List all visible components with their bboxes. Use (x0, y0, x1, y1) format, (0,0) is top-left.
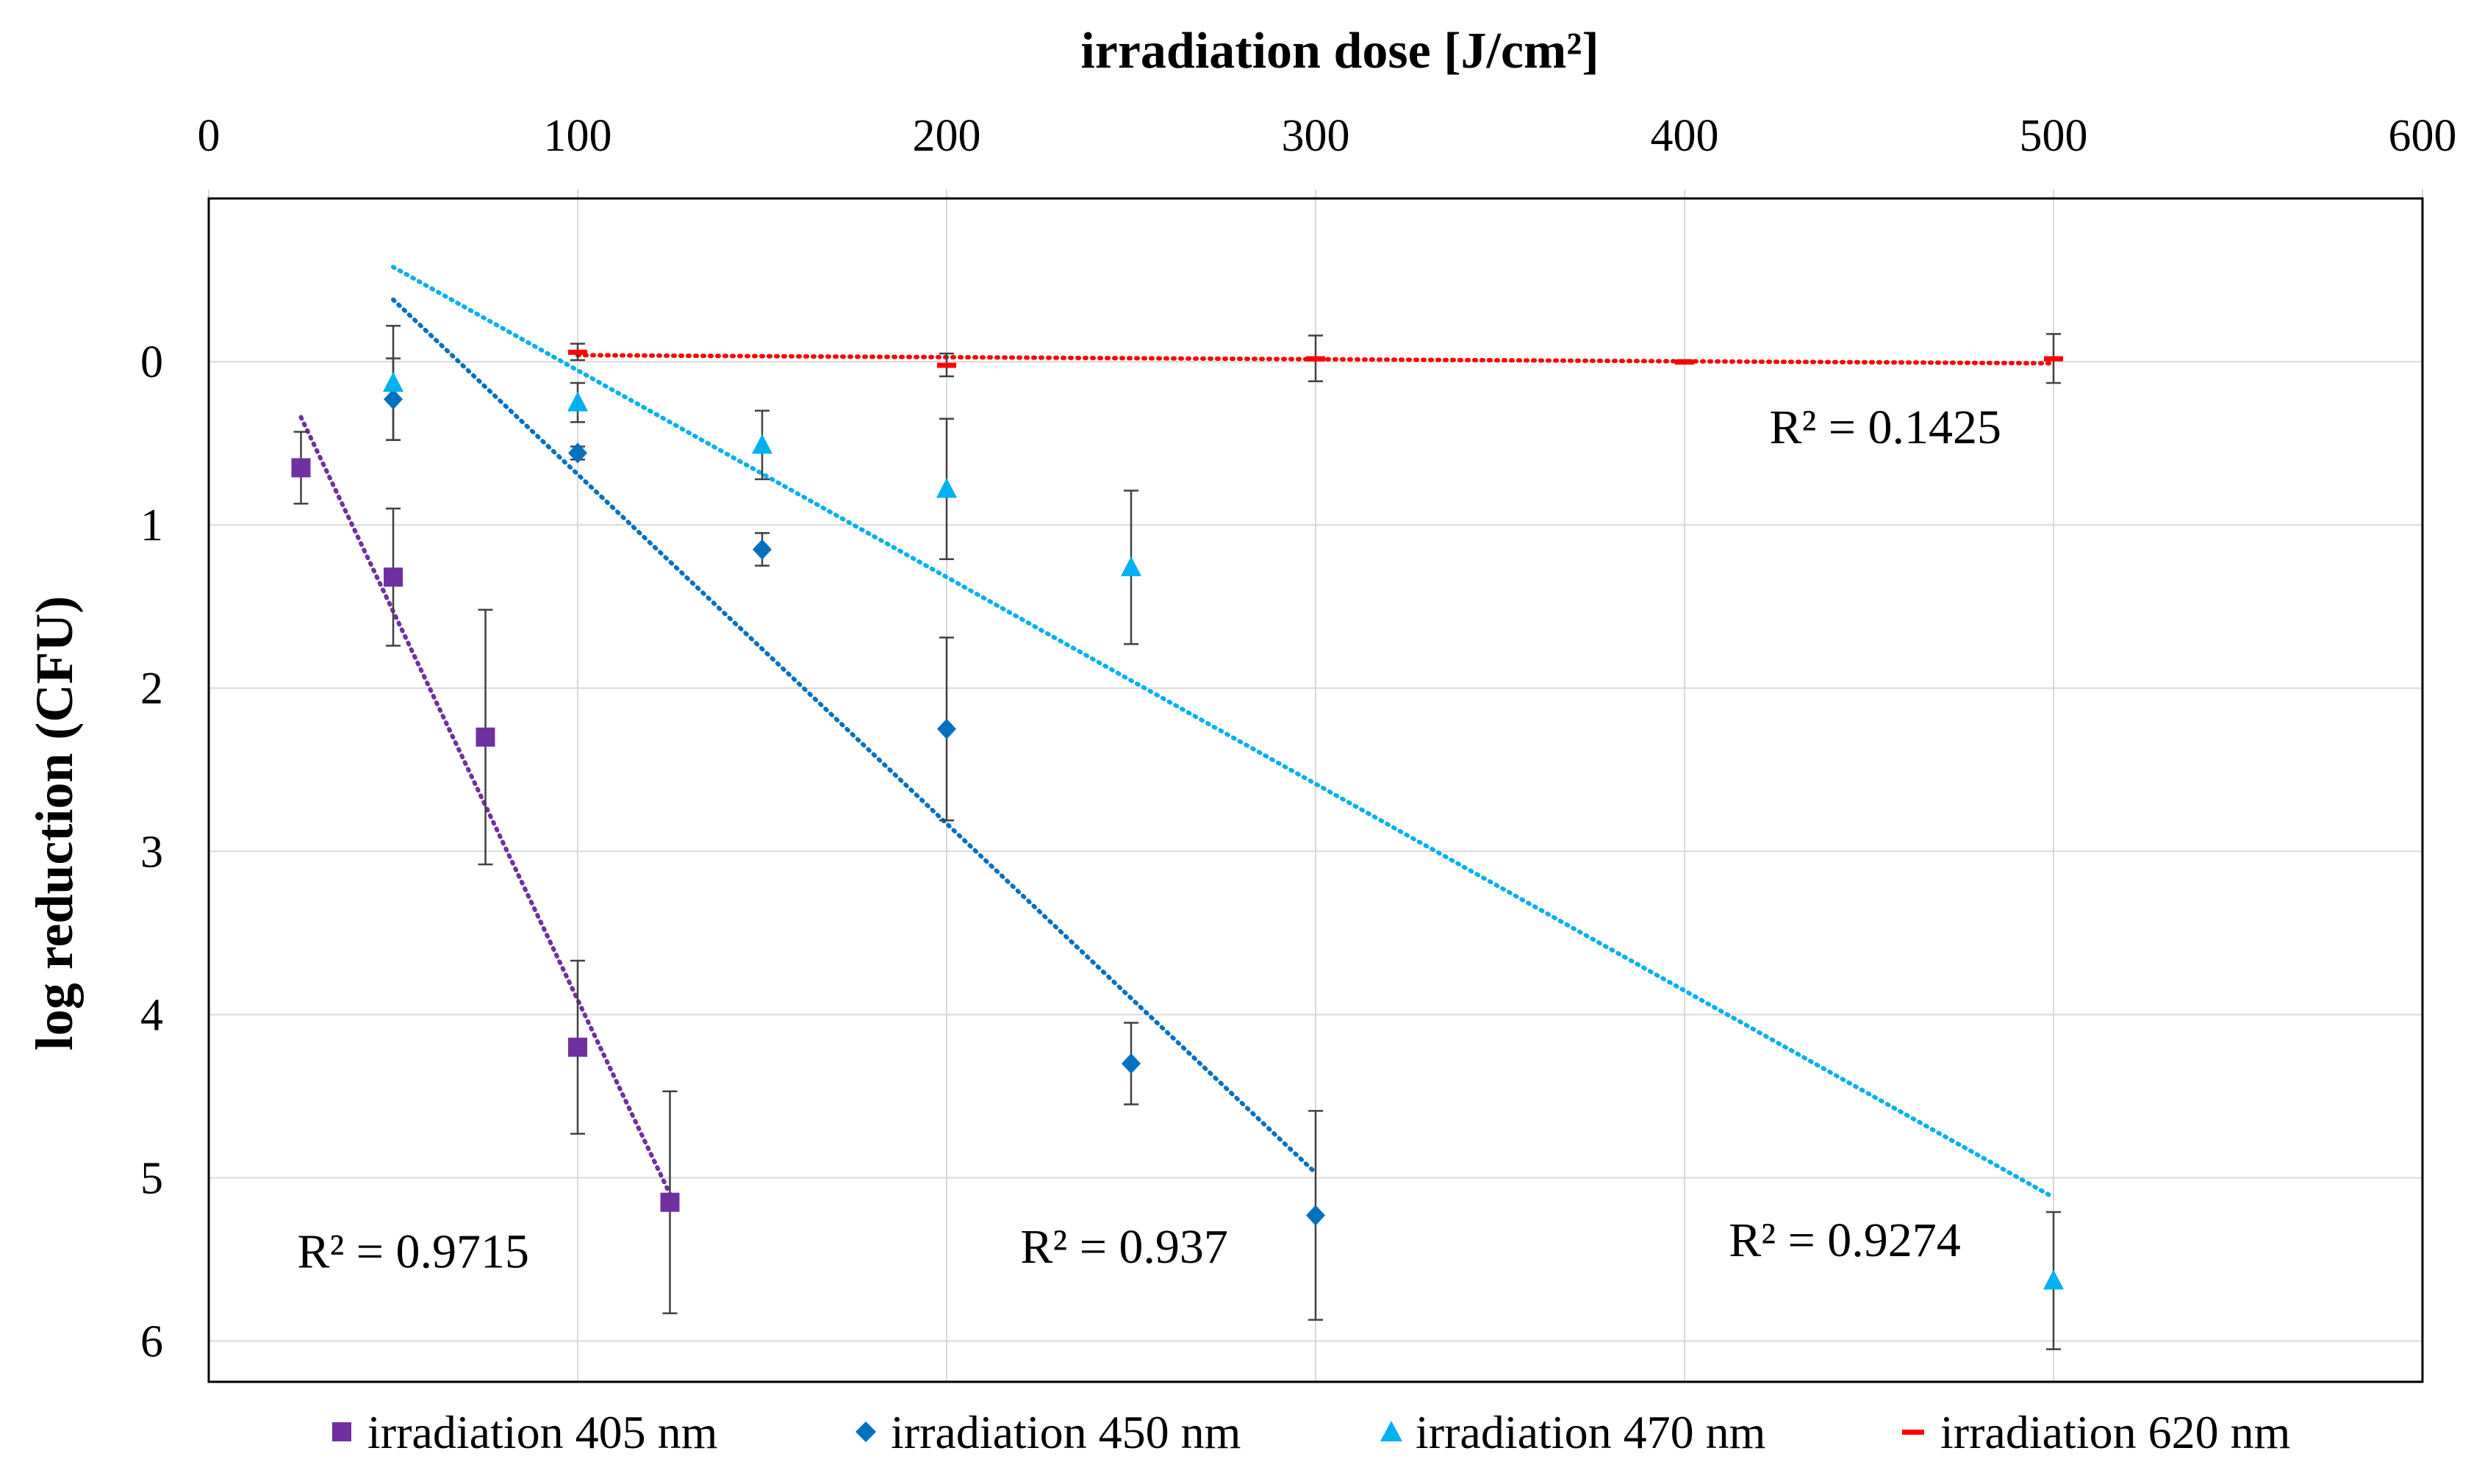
data-point-irradiation-470-nm (567, 391, 588, 412)
data-point-irradiation-620-nm (2044, 356, 2063, 362)
legend-450-marker (856, 1422, 876, 1442)
x-tick-label: 200 (913, 111, 981, 161)
data-point-irradiation-405-nm (660, 1192, 680, 1212)
x-axis-title: irradiation dose [J/cm²] (1080, 23, 1599, 79)
y-tick-label: 0 (140, 337, 163, 387)
legend: irradiation 405 nm irradiation 450 nm ir… (332, 1406, 2290, 1458)
y-tick-label: 6 (140, 1316, 163, 1366)
data-point-irradiation-450-nm (753, 539, 772, 560)
trendline-irradiation-450-nm (391, 297, 1318, 1175)
data-point-irradiation-470-nm (752, 434, 772, 454)
plot-frame (207, 197, 2424, 1383)
data-point-irradiation-620-nm (1306, 356, 1325, 362)
legend-470-marker (1380, 1421, 1402, 1441)
y-tick-label: 3 (140, 827, 163, 877)
legend-620-marker (1902, 1430, 1924, 1435)
data-point-irradiation-450-nm (1122, 1053, 1141, 1074)
data-point-irradiation-405-nm (384, 567, 403, 587)
x-tick-label: 400 (1651, 111, 1719, 161)
r2-label-irradiation-470-nm: R² = 0.9274 (1729, 1214, 1961, 1267)
y-tick-label: 2 (140, 664, 163, 714)
x-tick-label: 600 (2389, 111, 2457, 161)
data-markers (291, 349, 2064, 1290)
y-tick-label: 4 (140, 990, 163, 1040)
data-point-irradiation-450-nm (937, 718, 956, 739)
data-point-irradiation-470-nm (2043, 1269, 2064, 1290)
data-point-irradiation-450-nm (384, 389, 403, 410)
data-point-irradiation-450-nm (1306, 1205, 1325, 1226)
x-tick-label: 0 (198, 111, 220, 161)
data-point-irradiation-450-nm (568, 442, 587, 464)
r2-label-irradiation-450-nm: R² = 0.937 (1020, 1220, 1228, 1274)
y-tick-label: 1 (140, 501, 163, 551)
data-point-irradiation-405-nm (568, 1037, 587, 1057)
r2-labels: R² = 0.9715 R² = 0.937 R² = 0.9274 R² = 0.1… (297, 401, 2001, 1278)
data-point-irradiation-620-nm (568, 349, 587, 355)
legend-620-label: irradiation 620 nm (1940, 1406, 2290, 1458)
legend-405-marker (332, 1422, 351, 1441)
y-tick-labels: 0 1 2 3 4 5 6 (140, 337, 163, 1366)
data-point-irradiation-620-nm (1675, 359, 1694, 365)
data-point-irradiation-470-nm (1121, 556, 1141, 576)
data-point-irradiation-620-nm (937, 362, 956, 368)
data-point-irradiation-405-nm (291, 458, 311, 478)
x-tick-labels: 0 100 200 300 400 500 600 (198, 111, 2457, 161)
x-tick-label: 500 (2020, 111, 2088, 161)
y-axis-title: log reduction (CFU) (25, 596, 84, 1051)
legend-405-label: irradiation 405 nm (367, 1406, 717, 1458)
data-point-irradiation-405-nm (476, 727, 495, 747)
data-point-irradiation-470-nm (936, 478, 957, 498)
legend-450-label: irradiation 450 nm (891, 1406, 1241, 1458)
trendline-irradiation-470-nm (391, 265, 2056, 1200)
r2-label-irradiation-620-nm: R² = 0.1425 (1769, 401, 2001, 454)
y-tick-label: 5 (140, 1153, 163, 1203)
x-tick-label: 300 (1282, 111, 1350, 161)
data-point-irradiation-470-nm (383, 371, 403, 392)
r2-label-irradiation-405-nm: R² = 0.9715 (297, 1225, 529, 1279)
x-tick-label: 100 (544, 111, 612, 161)
legend-470-label: irradiation 470 nm (1416, 1406, 1765, 1458)
